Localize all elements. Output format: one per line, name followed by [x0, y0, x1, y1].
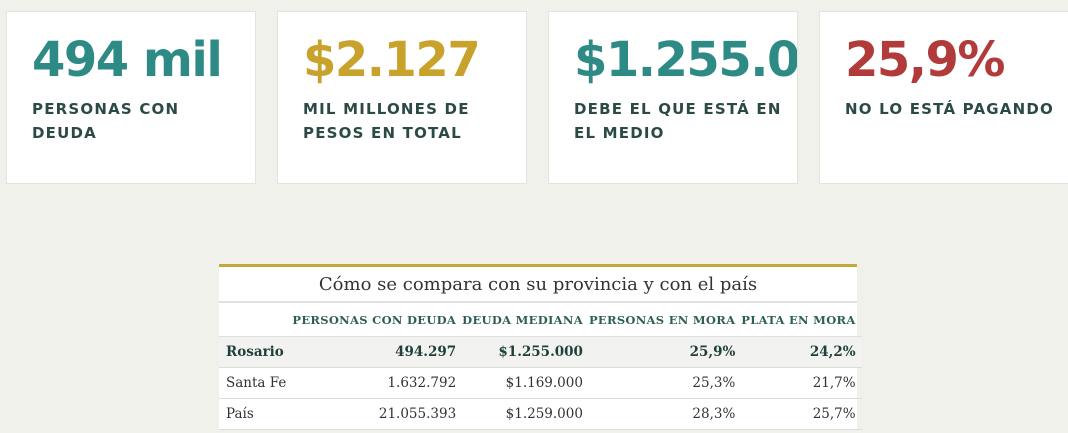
- stat-value: $1.255.000: [574, 32, 798, 88]
- cell-deuda: $1.169.000: [462, 367, 589, 399]
- comparison-table: Cómo se compara con su provincia y con e…: [219, 264, 862, 430]
- cell-deuda: $1.255.000: [462, 336, 589, 368]
- header-cell: DEUDA MEDIANA: [462, 303, 589, 337]
- stat-value: 25,9%: [845, 32, 1006, 88]
- stat-card-mora: 25,9% NO LO ESTÁ PAGANDO: [819, 11, 1068, 184]
- stat-label: NO LO ESTÁ PAGANDO: [845, 100, 1054, 118]
- table-row: Rosario 494.297 $1.255.000 25,9% 24,2%: [219, 336, 862, 368]
- stat-label: MIL MILLONES DE PESOS EN TOTAL: [303, 100, 470, 142]
- cell-personas: 1.632.792: [292, 367, 463, 399]
- row-name: Santa Fe: [219, 367, 293, 399]
- cell-mora: 28,3%: [588, 398, 742, 430]
- table-title: Cómo se compara con su provincia y con e…: [219, 267, 857, 303]
- row-name: Rosario: [219, 336, 293, 368]
- header-cell: PLATA EN MORA: [741, 303, 862, 337]
- stat-value: $2.127: [303, 32, 481, 88]
- stat-card-mediana: $1.255.000 DEBE EL QUE ESTÁ EN EL MEDIO: [548, 11, 798, 184]
- table-header-row: PERSONAS CON DEUDA DEUDA MEDIANA PERSONA…: [219, 303, 862, 337]
- cell-plata: 25,7%: [741, 398, 862, 430]
- cell-mora: 25,3%: [588, 367, 742, 399]
- cell-deuda: $1.259.000: [462, 398, 589, 430]
- cell-personas: 494.297: [292, 336, 463, 368]
- cell-plata: 21,7%: [741, 367, 862, 399]
- stat-label: DEBE EL QUE ESTÁ EN EL MEDIO: [574, 100, 782, 142]
- cell-mora: 25,9%: [588, 336, 742, 368]
- table-row: País 21.055.393 $1.259.000 28,3% 25,7%: [219, 398, 862, 430]
- cell-personas: 21.055.393: [292, 398, 463, 430]
- stat-label: PERSONAS CON DEUDA: [32, 100, 180, 142]
- stat-card-personas: 494 mil PERSONAS CON DEUDA: [6, 11, 256, 184]
- header-cell: [219, 303, 293, 337]
- table-row: Santa Fe 1.632.792 $1.169.000 25,3% 21,7…: [219, 367, 862, 399]
- header-cell: PERSONAS CON DEUDA: [292, 303, 463, 337]
- cell-plata: 24,2%: [741, 336, 862, 368]
- row-name: País: [219, 398, 293, 430]
- stat-value: 494 mil: [32, 32, 223, 88]
- header-cell: PERSONAS EN MORA: [588, 303, 742, 337]
- stat-card-total: $2.127 MIL MILLONES DE PESOS EN TOTAL: [277, 11, 527, 184]
